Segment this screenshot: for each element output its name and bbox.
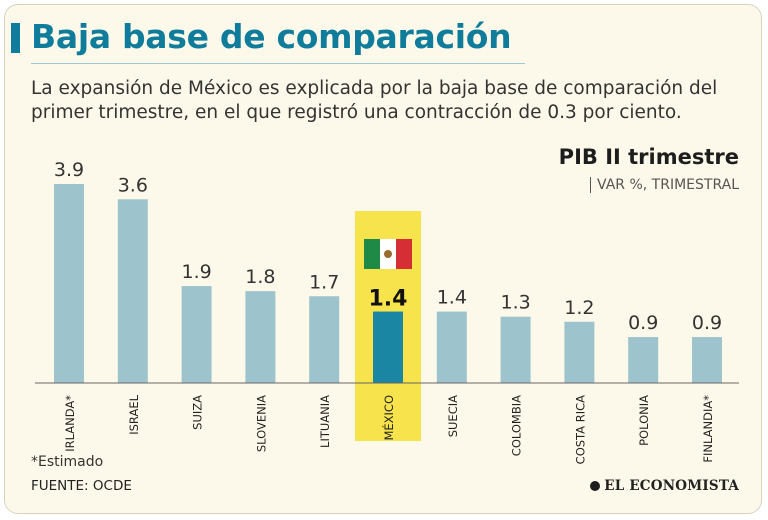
value-label-polonia: 0.9: [628, 312, 658, 334]
infographic-card: Baja base de comparación La expansión de…: [4, 4, 762, 514]
title-accent-bar: [11, 23, 20, 53]
value-label-suiza: 1.9: [181, 261, 211, 283]
bar-irlanda: [54, 184, 84, 383]
footnote: *Estimado: [31, 454, 104, 470]
bar-finlandia: [692, 337, 722, 383]
page-title: Baja base de comparación: [31, 17, 512, 56]
logo-text: EL ECONOMISTA: [604, 478, 739, 494]
chart-unit: VAR %, TRIMESTRAL: [590, 177, 739, 193]
value-label-lituania: 1.7: [309, 271, 339, 293]
category-label-mexico: MÉXICO: [381, 395, 396, 441]
category-label-colombia: COLOMBIA: [510, 395, 524, 456]
category-label-lituania: LITUANIA: [318, 395, 332, 448]
logo-mark-icon: [590, 480, 601, 491]
category-label-polonia: POLONIA: [637, 395, 651, 446]
publisher-logo: EL ECONOMISTA: [590, 478, 739, 494]
value-label-israel: 3.6: [118, 174, 148, 196]
bar-mexico: [373, 311, 403, 383]
bar-chart: 3.9 IRLANDA* 3.6 ISRAEL 1.9 SUIZA 1.8 SLOVENIA 1…: [35, 159, 739, 464]
flag-red-stripe: [396, 239, 412, 269]
value-label-suecia: 1.4: [437, 287, 467, 309]
category-label-suiza: SUIZA: [191, 395, 205, 430]
value-label-mexico: 1.4: [369, 287, 408, 312]
page-subtitle: La expansión de México es explicada por …: [31, 78, 718, 123]
category-label-israel: ISRAEL: [127, 394, 141, 434]
bar-suecia: [436, 311, 467, 383]
category-label-slovenia: SLOVENIA: [254, 395, 268, 452]
bar-colombia: [500, 316, 531, 383]
flag-emblem: [384, 250, 392, 258]
chart-title: PIB II trimestre: [558, 145, 739, 169]
unit-divider: [590, 177, 592, 193]
mexico-flag-icon: [364, 239, 412, 269]
value-label-slovenia: 1.8: [245, 266, 275, 288]
value-label-colombia: 1.3: [500, 292, 530, 314]
category-label-finlandia: FINLANDIA*: [701, 395, 715, 463]
bar-polonia: [628, 337, 659, 383]
category-label-suecia: SUECIA: [446, 395, 460, 437]
value-label-irlanda: 3.9: [54, 159, 84, 181]
source-text: FUENTE: OCDE: [31, 478, 132, 494]
chart-unit-label: VAR %, TRIMESTRAL: [597, 177, 739, 193]
bar-lituania: [309, 296, 340, 383]
bar-slovenia: [245, 291, 276, 383]
bar-israel: [117, 199, 148, 383]
title-divider: [31, 63, 525, 64]
bar-suiza: [181, 286, 212, 383]
flag-green-stripe: [364, 239, 380, 269]
category-label-irlanda: IRLANDA*: [63, 395, 77, 452]
value-label-finlandia: 0.9: [692, 312, 722, 334]
value-label-costa-rica: 1.2: [564, 297, 594, 319]
bar-costa-rica: [564, 321, 595, 383]
category-label-costa-rica: COSTA RICA: [573, 395, 587, 464]
